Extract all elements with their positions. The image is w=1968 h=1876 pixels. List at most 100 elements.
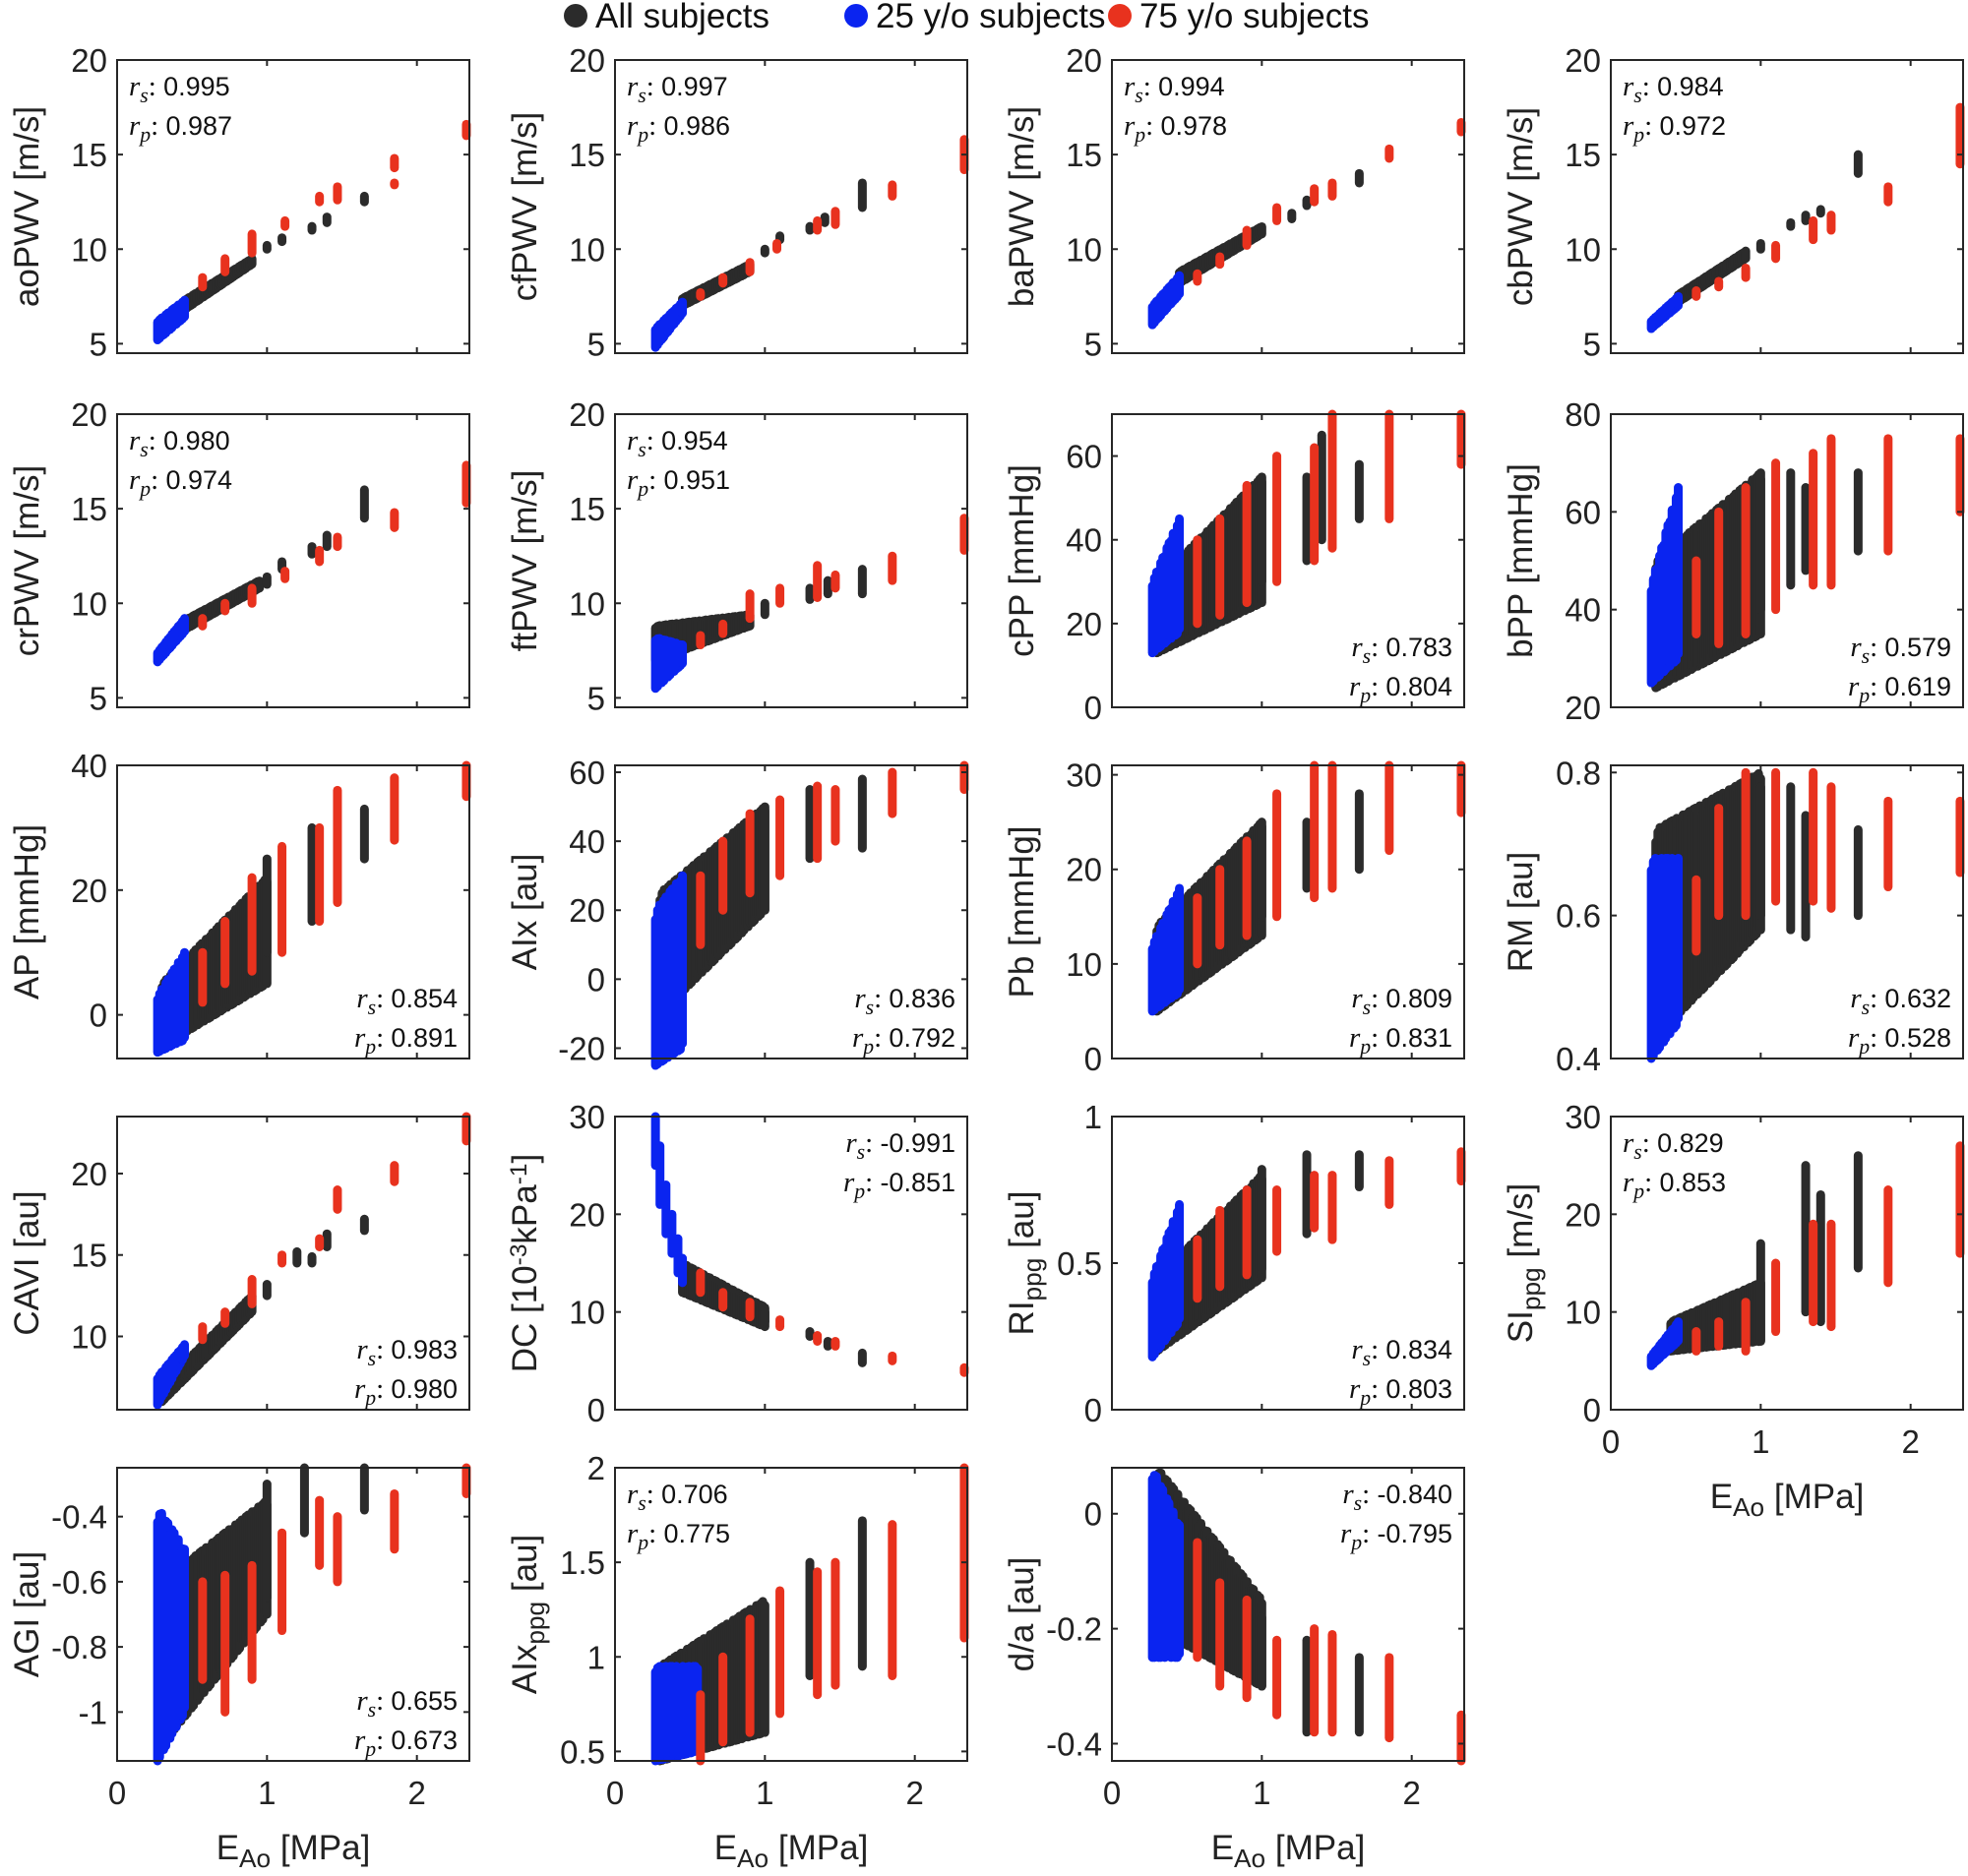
label-part: AGI [au]	[8, 1551, 46, 1677]
stat-subscript: p	[1349, 1531, 1362, 1554]
stat-value: 0.655	[391, 1686, 458, 1716]
stat-subscript: s	[140, 84, 148, 107]
label-part: [au]	[1003, 1191, 1041, 1258]
y-axis-label: SIppg [m/s]	[1502, 1183, 1546, 1343]
label-part: crPWV [m/s]	[8, 465, 46, 656]
marks	[650, 135, 969, 352]
y-tick-label: 30	[1066, 757, 1102, 794]
stat-rs: rs: 0.829	[1623, 1127, 1724, 1164]
stat-subscript: s	[638, 1491, 646, 1515]
stat-value: 0.997	[661, 72, 728, 101]
y-tick-label: 20	[1066, 852, 1102, 888]
marks	[650, 1463, 969, 1766]
stat-subscript: p	[363, 1737, 376, 1761]
stat-value: 0.834	[1385, 1335, 1452, 1364]
legend-marker-b	[844, 4, 868, 28]
stat-symbol: r	[843, 1167, 855, 1198]
stat-rp: rp: 0.986	[627, 110, 730, 147]
label-part: kPa	[506, 1184, 544, 1244]
stat-colon: :	[1642, 1127, 1657, 1159]
y-tick-label: 20	[1066, 606, 1102, 642]
y-tick-label: 40	[569, 823, 605, 860]
label-part: -1	[506, 1163, 532, 1184]
axes-box	[1111, 59, 1465, 354]
stat-colon: :	[1371, 1022, 1385, 1054]
y-tick-label: 15	[569, 491, 605, 527]
y-tick-label: 5	[587, 680, 605, 716]
stat-value: 0.783	[1385, 633, 1452, 662]
stat-symbol: r	[129, 110, 141, 142]
axes-box	[614, 1116, 968, 1411]
label-part: E	[1211, 1829, 1234, 1867]
stat-colon: :	[646, 425, 661, 456]
label-part: [MPa]	[1265, 1829, 1365, 1867]
stat-subscript: p	[363, 1386, 376, 1410]
y-axis-label: baPWV [m/s]	[1003, 106, 1041, 307]
label-part: bPP [mmHg]	[1502, 463, 1540, 658]
stat-colon: :	[376, 1334, 391, 1365]
y-axis-label: d/a [au]	[1003, 1557, 1041, 1672]
y-tick-label: -0.6	[51, 1564, 107, 1601]
stat-symbol: r	[627, 425, 639, 456]
axes-box	[614, 59, 968, 354]
y-tick-label: 0.5	[1057, 1245, 1102, 1282]
stat-symbol: r	[129, 71, 141, 102]
axes-box	[614, 764, 968, 1059]
y-tick-label: 0	[587, 1392, 605, 1428]
stat-symbol: r	[129, 464, 141, 496]
y-tick-label: 0.8	[1556, 755, 1601, 791]
stat-rs: rs: 0.809	[1351, 983, 1452, 1019]
stat-colon: :	[376, 1725, 391, 1756]
marks	[1147, 1147, 1466, 1362]
stat-symbol: r	[1349, 1373, 1361, 1405]
y-tick-label: 10	[1565, 231, 1601, 268]
stat-colon: :	[865, 1127, 880, 1159]
y-tick-label: 60	[1066, 439, 1102, 475]
stat-subscript: s	[1363, 1347, 1371, 1370]
stat-rs: rs: 0.980	[129, 425, 230, 461]
stat-symbol: r	[1848, 671, 1860, 702]
axes-box	[614, 1467, 968, 1762]
stat-symbol: r	[129, 425, 141, 456]
y-tick-label: 5	[1583, 326, 1601, 362]
label-part: SI	[1502, 1310, 1540, 1343]
marks	[650, 760, 969, 1070]
label-part: Ao	[239, 1844, 271, 1873]
y-axis-label: AP [mmHg]	[8, 824, 46, 999]
y-tick-label: 60	[569, 755, 605, 791]
x-tick-label: 1	[756, 1775, 773, 1811]
y-tick-label: 20	[569, 42, 605, 79]
legend-label: 75 y/o subjects	[1139, 0, 1369, 35]
stat-subscript: p	[1358, 1035, 1371, 1059]
stat-colon: :	[1143, 71, 1158, 102]
y-tick-label: 1	[587, 1639, 605, 1675]
axes-box	[1111, 764, 1465, 1059]
stat-rs: rs: -0.991	[845, 1127, 955, 1164]
stat-symbol: r	[1349, 1022, 1361, 1054]
y-tick-label: 60	[1565, 494, 1601, 530]
stat-rs: rs: 0.632	[1850, 983, 1951, 1019]
axes-box	[116, 1467, 470, 1762]
stat-symbol: r	[1848, 1022, 1860, 1054]
axes-box	[614, 413, 968, 708]
y-tick-label: 0	[1084, 1496, 1102, 1533]
stat-colon: :	[1371, 632, 1385, 663]
stat-rs: rs: -0.840	[1342, 1479, 1452, 1515]
stat-rp: rp: 0.951	[627, 464, 730, 501]
label-part: ]	[506, 1154, 544, 1164]
y-tick-label: 0	[1084, 1392, 1102, 1428]
stat-value: 0.853	[1659, 1168, 1726, 1197]
y-tick-label: 0	[1084, 690, 1102, 726]
x-tick-label: 2	[906, 1775, 924, 1811]
stat-value: 0.673	[391, 1725, 458, 1755]
y-tick-label: 0	[1084, 1041, 1102, 1077]
y-tick-label: 5	[90, 326, 107, 362]
label-part: [m/s]	[1502, 1183, 1540, 1268]
stat-colon: :	[1870, 632, 1884, 663]
stat-value: 0.984	[1657, 72, 1724, 101]
